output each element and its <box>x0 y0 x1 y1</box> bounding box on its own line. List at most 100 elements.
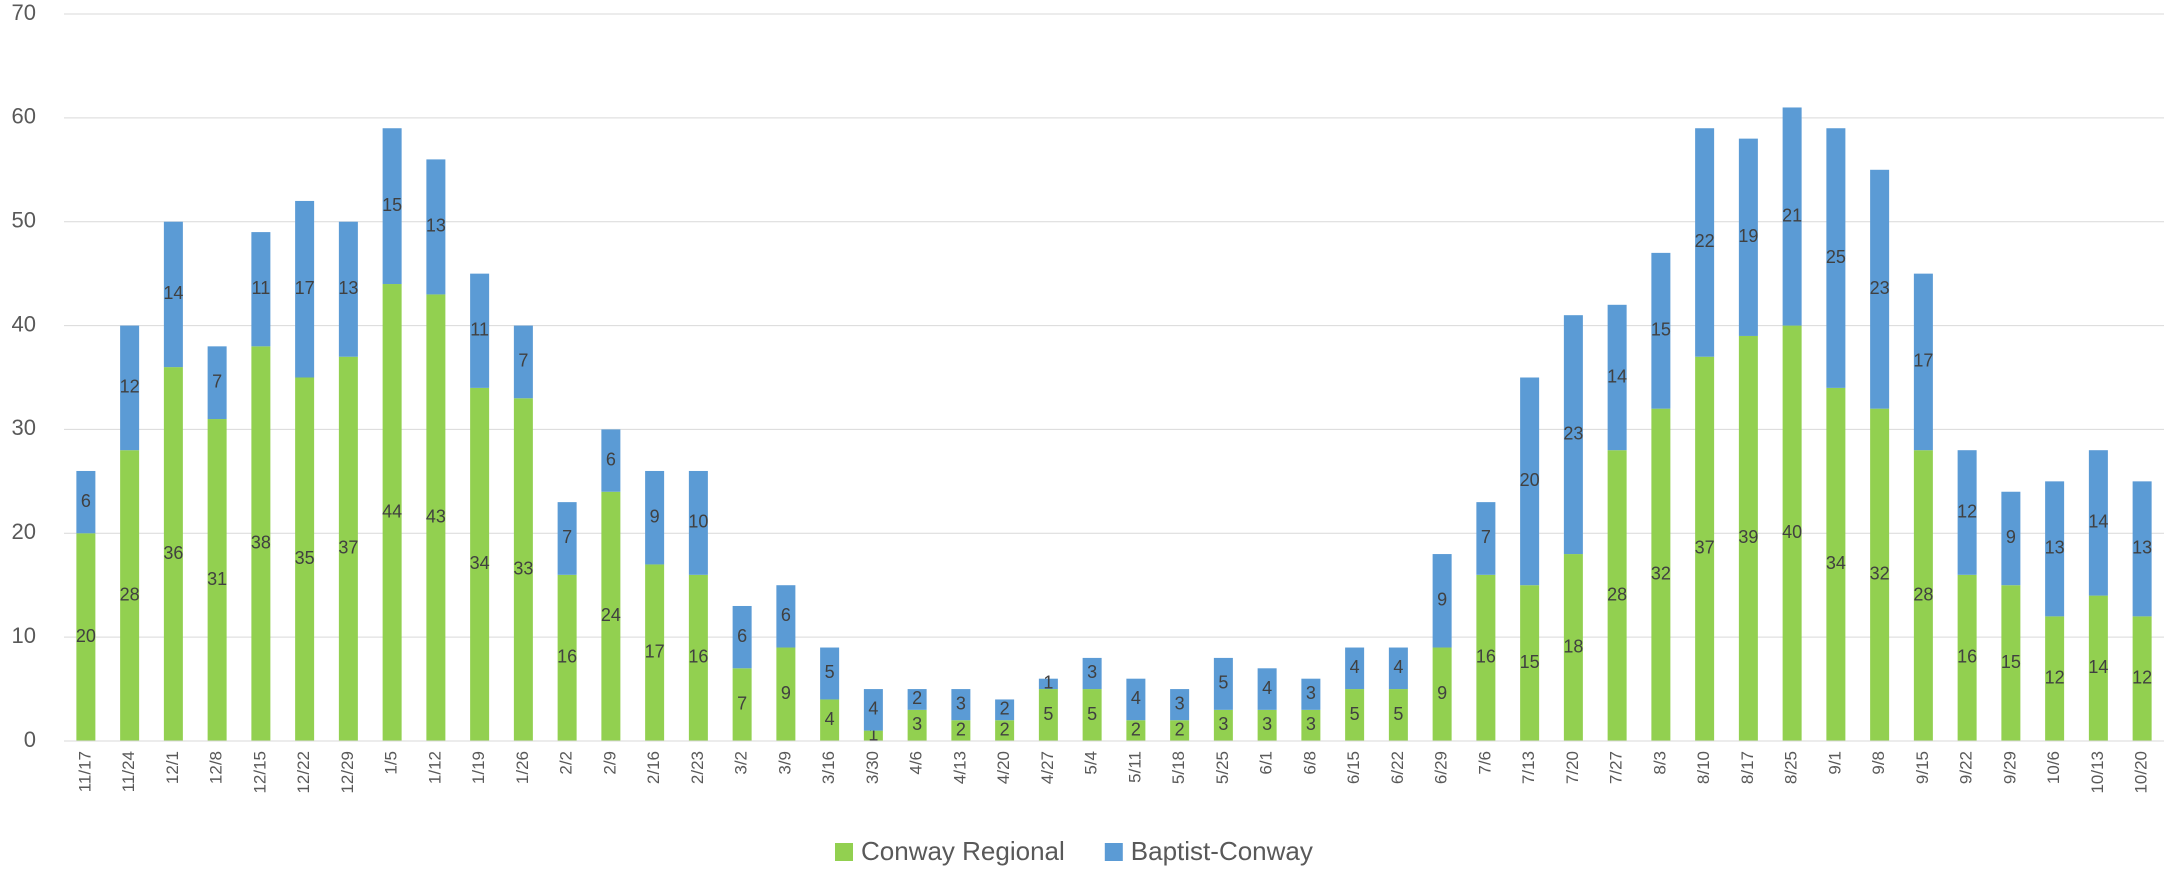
data-label: 2 <box>956 719 966 739</box>
data-label: 6 <box>781 605 791 625</box>
data-label: 15 <box>1651 320 1671 340</box>
data-label: 40 <box>1782 522 1802 542</box>
data-label: 12 <box>120 377 140 397</box>
data-label: 7 <box>562 527 572 547</box>
bar-segment <box>863 730 883 741</box>
legend-label: Conway Regional <box>861 836 1065 866</box>
bar-segment <box>1345 689 1365 741</box>
data-label: 39 <box>1738 527 1758 547</box>
x-tick-label: 5/25 <box>1213 751 1232 784</box>
data-label: 5 <box>1350 704 1360 724</box>
data-label: 12 <box>2045 667 2065 687</box>
bar-segment <box>1170 689 1190 721</box>
bar-segment <box>207 346 227 420</box>
bar-segment <box>1957 574 1977 741</box>
bar-segment <box>1651 252 1671 409</box>
bar-segment <box>1170 720 1190 741</box>
data-label: 28 <box>1607 584 1627 604</box>
bar-segment <box>2088 595 2108 741</box>
bar-segment <box>2001 585 2021 741</box>
x-tick-label: 9/15 <box>1913 751 1932 784</box>
x-tick-label: 2/16 <box>644 751 663 784</box>
x-tick-label: 7/27 <box>1607 751 1626 784</box>
bar-segment <box>732 605 752 669</box>
bar-segment <box>1607 450 1627 741</box>
bar-segment <box>1388 647 1408 690</box>
data-label: 35 <box>295 548 315 568</box>
x-tick-label: 4/13 <box>950 751 969 784</box>
x-tick-label: 7/6 <box>1475 751 1494 775</box>
bar-segment <box>1476 502 1496 575</box>
bar-segment <box>1738 335 1758 741</box>
y-tick-label: 30 <box>12 415 36 440</box>
bar-segment <box>2132 616 2152 741</box>
x-tick-label: 9/22 <box>1957 751 1976 784</box>
data-label: 44 <box>382 501 402 521</box>
data-label: 16 <box>688 647 708 667</box>
data-label: 3 <box>956 693 966 713</box>
x-tick-label: 8/17 <box>1738 751 1757 784</box>
x-tick-label: 3/16 <box>819 751 838 784</box>
data-label: 13 <box>2045 538 2065 558</box>
bar-segment <box>1826 387 1846 741</box>
bar-segment <box>601 429 621 492</box>
data-label: 37 <box>338 538 358 558</box>
x-tick-label: 10/6 <box>2044 751 2063 784</box>
data-label: 20 <box>76 626 96 646</box>
x-tick-label: 11/17 <box>75 751 94 792</box>
bar-segment <box>295 377 315 741</box>
bar-segment <box>1301 709 1321 741</box>
bar-segment <box>1695 356 1715 741</box>
bar-segment <box>1738 138 1758 336</box>
bar-segment <box>1213 709 1233 741</box>
data-label: 25 <box>1826 247 1846 267</box>
x-tick-label: 7/13 <box>1519 751 1538 784</box>
data-label: 9 <box>2006 527 2016 547</box>
bar-segment <box>1345 647 1365 690</box>
data-label: 2 <box>1000 699 1010 719</box>
data-label: 34 <box>1826 553 1846 573</box>
data-label: 13 <box>2132 538 2152 558</box>
x-tick-label: 5/11 <box>1125 751 1144 783</box>
data-label: 9 <box>650 506 660 526</box>
bar-segment <box>2045 616 2065 741</box>
bar-segment <box>820 699 840 741</box>
data-label: 14 <box>2088 657 2108 677</box>
bar-segment <box>1913 273 1933 451</box>
bar-segment <box>76 470 96 534</box>
bar-segment <box>1082 657 1102 690</box>
bar-segment <box>2045 481 2065 617</box>
x-tick-label: 10/13 <box>2088 751 2107 794</box>
bar-segment <box>2132 481 2152 617</box>
data-label: 14 <box>2088 512 2108 532</box>
bar-segment <box>1870 408 1890 741</box>
x-tick-label: 6/8 <box>1300 751 1319 775</box>
x-tick-label: 9/8 <box>1869 751 1888 775</box>
bar-segment <box>776 647 796 741</box>
bar-segment <box>1651 408 1671 741</box>
data-label: 19 <box>1738 226 1758 246</box>
x-tick-label: 1/19 <box>469 751 488 784</box>
bar-segment <box>995 699 1015 721</box>
x-tick-label: 4/27 <box>1038 751 1057 784</box>
bar-segment <box>1038 678 1058 690</box>
bar-segment <box>1388 689 1408 741</box>
data-label: 9 <box>1437 683 1447 703</box>
data-label: 4 <box>1262 678 1272 698</box>
bar-segment <box>251 232 271 347</box>
data-label: 16 <box>557 647 577 667</box>
x-tick-label: 4/20 <box>994 751 1013 784</box>
bar-segment <box>820 647 840 700</box>
bar-segment <box>1257 709 1277 741</box>
data-label: 3 <box>1218 714 1228 734</box>
bar-segment <box>2001 491 2021 586</box>
bar-segment <box>1563 315 1583 555</box>
data-label: 2 <box>1175 719 1185 739</box>
data-label: 12 <box>1957 501 1977 521</box>
bar-segment <box>120 325 140 451</box>
x-tick-label: 3/2 <box>732 751 751 775</box>
x-tick-label: 1/5 <box>382 751 401 775</box>
data-label: 17 <box>295 278 315 298</box>
bar-segment <box>1782 325 1802 741</box>
bar-segment <box>688 574 708 741</box>
